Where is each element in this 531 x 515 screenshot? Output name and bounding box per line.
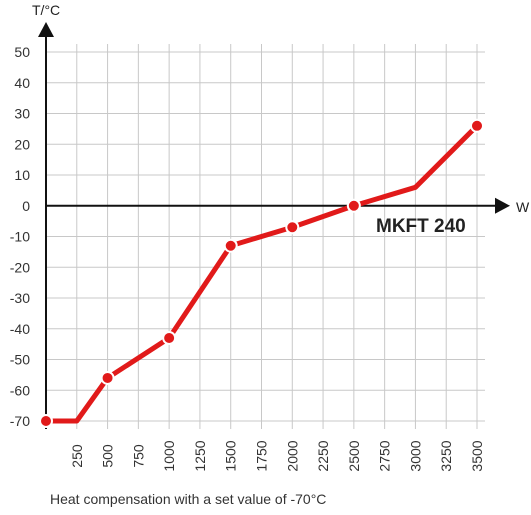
x-tick-label: 250 xyxy=(69,444,85,468)
x-axis-arrow xyxy=(495,197,510,214)
x-tick-label: 2750 xyxy=(377,440,393,471)
y-tick-label: -70 xyxy=(10,413,30,429)
x-tick-label: 500 xyxy=(100,444,116,468)
series xyxy=(39,118,484,428)
data-point xyxy=(100,370,115,385)
grid xyxy=(46,44,485,429)
data-point xyxy=(346,198,361,213)
x-tick-label: 2500 xyxy=(346,440,362,471)
x-tick-label: 1000 xyxy=(161,440,177,471)
y-axis-arrow xyxy=(38,22,54,37)
x-tick-label: 1250 xyxy=(192,440,208,471)
y-tick-label: 10 xyxy=(14,167,30,183)
x-tick-label: 750 xyxy=(130,444,146,468)
y-tick-label: -20 xyxy=(10,259,30,275)
data-point xyxy=(162,330,177,345)
y-tick-label: -30 xyxy=(10,290,30,306)
data-point xyxy=(470,118,484,133)
x-tick-label: 2250 xyxy=(315,440,331,471)
y-tick-label: 0 xyxy=(22,198,30,214)
y-tick-label: -60 xyxy=(10,382,30,398)
y-tick-label: -50 xyxy=(10,352,30,368)
y-tick-label: 30 xyxy=(14,106,30,122)
tick-labels: 50 40 30 20 10 0 -10 -20 -30 -40 -50 -60 -70 250 500 75… xyxy=(10,44,485,472)
y-tick-label: -10 xyxy=(10,229,30,245)
caption: Heat compensation with a set value of -7… xyxy=(50,491,327,507)
x-axis-label: W xyxy=(516,199,530,215)
data-point xyxy=(39,414,53,428)
y-tick-label: 20 xyxy=(14,136,30,152)
x-tick-label: 3250 xyxy=(438,440,454,471)
x-tick-label: 3000 xyxy=(407,440,423,471)
y-tick-label: -40 xyxy=(10,321,30,337)
y-axis-label: T/°C xyxy=(32,2,60,18)
data-point xyxy=(285,220,300,235)
x-tick-label: 1500 xyxy=(223,440,239,471)
series-label: MKFT 240 xyxy=(376,216,466,237)
x-tick-label: 3500 xyxy=(469,440,485,471)
x-tick-label: 1750 xyxy=(254,440,270,471)
data-point xyxy=(223,238,238,253)
y-tick-label: 50 xyxy=(14,44,30,60)
axes xyxy=(38,22,510,429)
y-tick-label: 40 xyxy=(14,75,30,91)
x-tick-label: 2000 xyxy=(284,440,300,471)
